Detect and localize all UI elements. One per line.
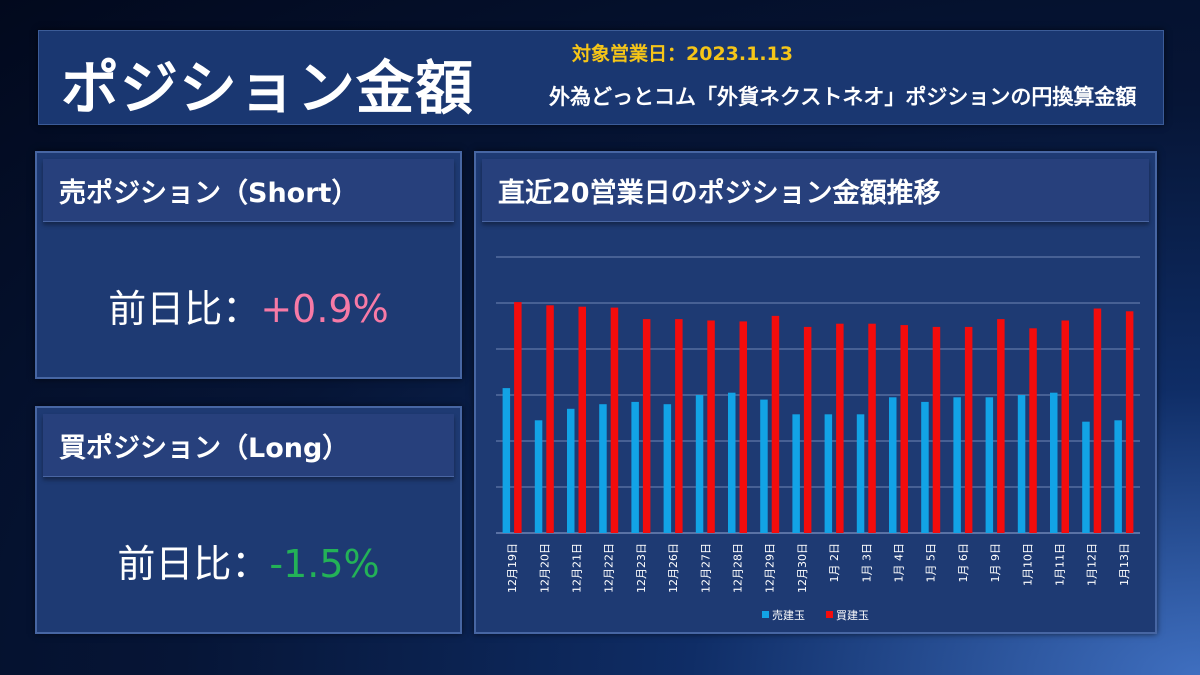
long-bar xyxy=(546,305,554,533)
long-bar xyxy=(771,315,780,533)
short-day-over-day: 前日比：+0.9% xyxy=(37,278,460,333)
short-bar xyxy=(1017,395,1026,533)
short-bar xyxy=(728,392,736,533)
business-date: 対象営業日：2023.1.13 xyxy=(572,43,793,65)
short-card-title: 売ポジション（Short） xyxy=(59,178,359,209)
x-tick-label: 1月 9日 xyxy=(989,543,1002,583)
long-bar xyxy=(514,302,522,533)
long-bar xyxy=(1093,308,1102,533)
long-bar xyxy=(932,326,941,533)
long-card-title: 買ポジション（Long） xyxy=(59,433,350,464)
x-tick-label: 1月 3日 xyxy=(860,543,873,583)
short-position-card: 売ポジション（Short） 前日比：+0.9% xyxy=(35,151,462,379)
short-bar xyxy=(534,420,543,533)
short-bar xyxy=(631,401,639,533)
short-bar xyxy=(824,414,833,533)
x-tick-label: 12月27日 xyxy=(699,543,712,593)
legend-swatch-long xyxy=(826,611,833,618)
legend-label-short: 売建玉 xyxy=(772,608,805,622)
long-bar xyxy=(997,319,1005,533)
long-bar xyxy=(1029,328,1037,533)
long-bar xyxy=(578,306,586,533)
legend-label-long: 買建玉 xyxy=(836,608,869,622)
legend-swatch-short xyxy=(762,611,769,618)
long-bar xyxy=(610,307,619,533)
x-tick-label: 12月26日 xyxy=(667,543,680,593)
long-bar xyxy=(642,319,651,533)
long-bar xyxy=(803,326,812,533)
short-bar xyxy=(856,414,865,533)
short-bar xyxy=(1082,421,1090,533)
x-tick-label: 12月22日 xyxy=(603,543,616,593)
x-tick-label: 1月13日 xyxy=(1118,543,1131,586)
x-tick-label: 1月 5日 xyxy=(925,543,938,583)
long-ratio-value: -1.5% xyxy=(269,542,380,586)
long-bar xyxy=(675,319,683,533)
short-bar xyxy=(792,414,800,533)
short-bar xyxy=(760,399,768,533)
x-tick-label: 12月29日 xyxy=(764,543,777,593)
short-bar xyxy=(1114,420,1122,533)
long-day-over-day: 前日比：-1.5% xyxy=(37,533,460,588)
short-bar xyxy=(985,397,994,533)
long-bar xyxy=(900,325,908,533)
x-tick-label: 12月20日 xyxy=(538,543,551,593)
x-tick-label: 1月 2日 xyxy=(828,543,841,583)
short-bar xyxy=(695,395,704,533)
short-bar xyxy=(663,404,672,533)
short-bar xyxy=(502,388,511,533)
x-tick-label: 12月21日 xyxy=(571,543,584,593)
short-bar xyxy=(599,404,607,533)
short-ratio-value: +0.9% xyxy=(260,287,389,331)
long-bar xyxy=(868,323,876,533)
short-ratio-label: 前日比： xyxy=(108,287,261,331)
x-tick-label: 12月28日 xyxy=(732,543,745,593)
chart-title: 直近20営業日のポジション金額推移 xyxy=(498,178,941,209)
short-bar xyxy=(921,401,929,533)
header-banner: ポジション金額 対象営業日：2023.1.13 外為どっとコム「外貨ネクストネオ… xyxy=(38,30,1164,125)
long-bar xyxy=(707,320,715,533)
long-bar xyxy=(739,321,747,533)
chart-card-header: 直近20営業日のポジション金額推移 xyxy=(482,159,1149,222)
x-tick-label: 1月12日 xyxy=(1086,543,1099,586)
x-tick-label: 1月10日 xyxy=(1021,543,1034,586)
long-bar xyxy=(836,323,844,533)
long-bar xyxy=(1125,311,1134,533)
page-title: ポジション金額 xyxy=(61,54,475,122)
long-position-card: 買ポジション（Long） 前日比：-1.5% xyxy=(35,406,462,634)
x-tick-label: 12月30日 xyxy=(796,543,809,593)
short-bar xyxy=(953,397,961,533)
page-subtitle: 外為どっとコム「外貨ネクストネオ」ポジションの円換算金額 xyxy=(549,85,1137,109)
position-bar-chart: 12月19日 12月20日 12月21日 12月22日 12月23日 12月26日 12月2… xyxy=(496,256,1140,622)
long-card-header: 買ポジション（Long） xyxy=(43,414,454,477)
x-tick-label: 1月 4日 xyxy=(893,543,906,583)
x-tick-label: 1月 6日 xyxy=(957,543,970,583)
x-tick-label: 12月23日 xyxy=(635,543,648,593)
long-ratio-label: 前日比： xyxy=(117,542,270,586)
x-tick-label: 12月19日 xyxy=(506,543,519,593)
x-tick-label: 1月11日 xyxy=(1054,543,1067,586)
short-bar xyxy=(889,397,897,533)
long-bar xyxy=(1061,320,1069,533)
short-bar xyxy=(567,408,575,533)
chart-panel: 直近20営業日のポジション金額推移 12月19日 12月20日 12月21日 12月2… xyxy=(474,151,1157,634)
long-bar xyxy=(964,326,973,533)
short-bar xyxy=(1050,392,1058,533)
short-card-header: 売ポジション（Short） xyxy=(43,159,454,222)
